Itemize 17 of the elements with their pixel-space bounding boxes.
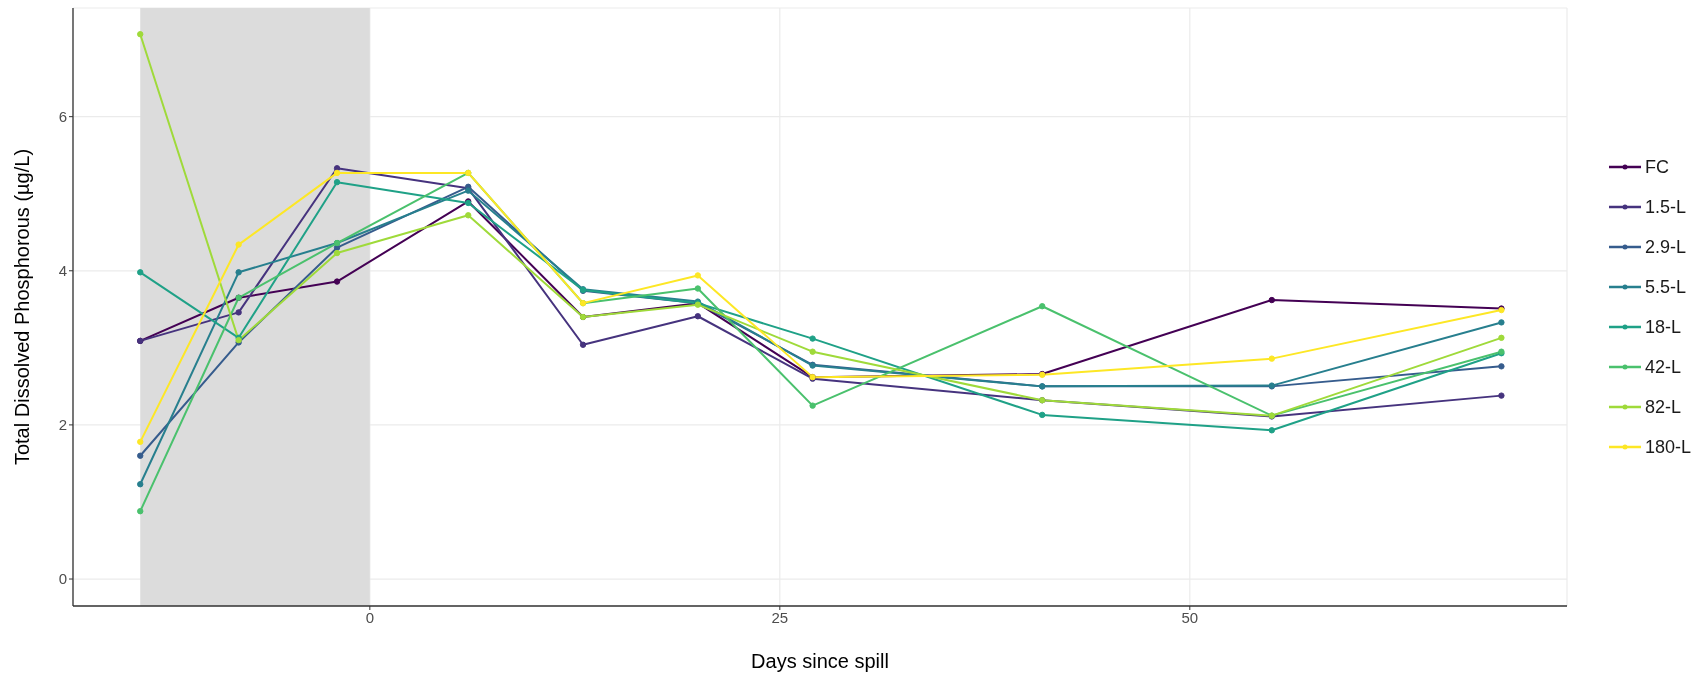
y-tick-label: 4 — [58, 262, 67, 280]
legend-label: 180-L — [1645, 436, 1692, 458]
x-tick-label: 25 — [771, 608, 789, 626]
x-axis-title: Days since spill — [751, 650, 889, 672]
y-tick-label: 2 — [58, 416, 67, 434]
legend-label: 82-L — [1645, 396, 1682, 418]
x-tick-label: 50 — [1181, 608, 1199, 626]
legend-label: 1.5-L — [1645, 196, 1687, 218]
y-tick-label: 0 — [58, 570, 67, 588]
legend-label: 2.9-L — [1645, 236, 1687, 258]
x-tick-label: 0 — [365, 608, 374, 626]
legend-label: 18-L — [1645, 316, 1682, 338]
legend-label: FC — [1645, 156, 1669, 178]
y-tick-label: 6 — [58, 107, 67, 125]
legend-label: 5.5-L — [1645, 276, 1687, 298]
legend-label: 42-L — [1645, 356, 1682, 378]
y-axis-title: Total Dissolved Phosphorous (µg/L) — [11, 148, 33, 466]
